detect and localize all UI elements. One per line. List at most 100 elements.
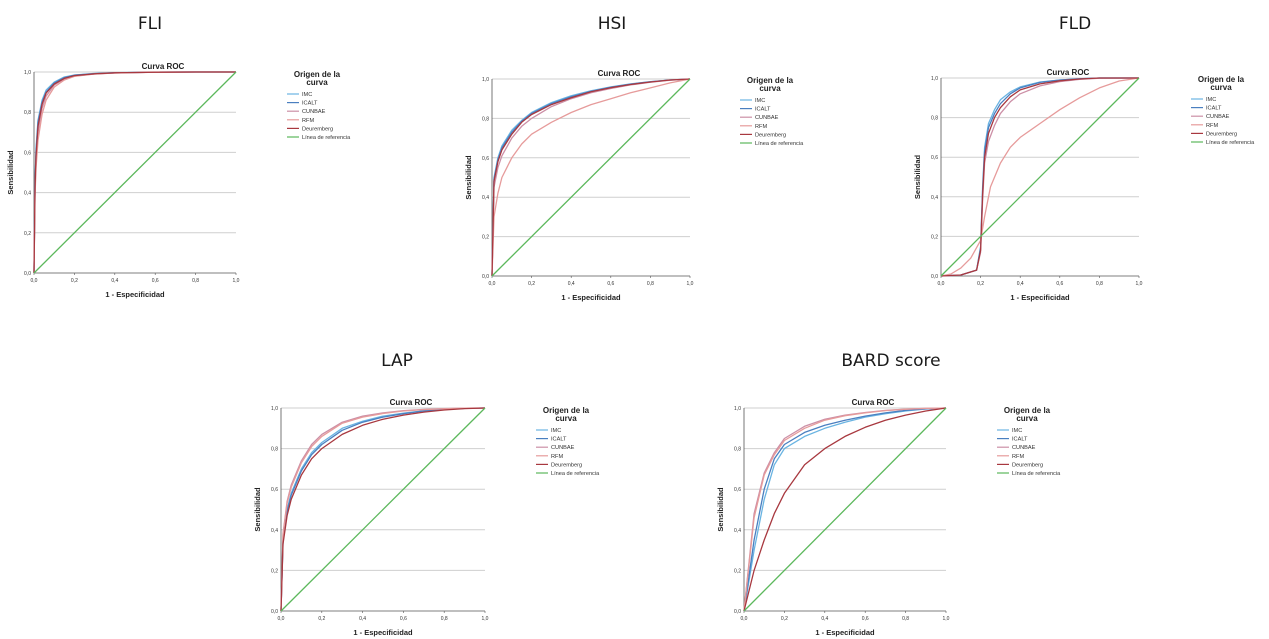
x-tick-label: 0,6 [400, 616, 407, 622]
series-line-l-nea-de-referencia [491, 78, 691, 277]
panel-title-fli: FLI [137, 14, 163, 34]
chart-title: Curva ROC [142, 62, 185, 71]
legend-entry: RFM [1206, 123, 1218, 129]
y-tick-label: 1,0 [734, 406, 741, 412]
y-axis-label: Sensibilidad [253, 487, 262, 532]
x-tick-label: 0,4 [821, 616, 828, 622]
y-tick-label: 0,4 [931, 195, 938, 201]
legend-entry: IMC [1206, 97, 1216, 103]
legend-entry: RFM [1012, 454, 1024, 460]
roc-panel-2: 0,0 0,2 0,4 0,6 0,8 1,0 0,0 0,2 0,4 0,6 0,8 1,0 Curv… [913, 68, 1255, 302]
series-line-deuremberg [940, 77, 1139, 277]
roc-panel-0: 0,0 0,2 0,4 0,6 0,8 1,0 0,0 0,2 0,4 0,6 0,8 1,0 Curv… [6, 62, 351, 299]
series-line-rfm [280, 407, 486, 612]
y-tick-label: 0,8 [482, 116, 489, 122]
roc-panel-4: 0,0 0,2 0,4 0,6 0,8 1,0 0,0 0,2 0,4 0,6 0,8 1,0 Curv… [716, 398, 1061, 637]
x-tick-label: 1,0 [482, 616, 489, 622]
x-tick-label: 0,0 [489, 281, 496, 287]
series-line-deuremberg [280, 407, 486, 612]
legend-entry: CUNBAE [302, 109, 326, 115]
legend-entry: CUNBAE [1206, 114, 1230, 120]
series-line-icalt [280, 407, 486, 612]
x-tick-label: 0,6 [152, 278, 159, 284]
y-tick-label: 0,2 [482, 235, 489, 241]
y-tick-label: 0,8 [931, 116, 938, 122]
series-line-deuremberg [491, 78, 691, 277]
legend-entry: Deuremberg [302, 126, 333, 132]
legend-entry: CUNBAE [551, 445, 575, 451]
legend-entry: Línea de referencia [755, 141, 804, 147]
y-tick-label: 0,6 [271, 487, 278, 493]
legend-title-line-1: Origen de la [294, 70, 341, 79]
x-tick-label: 0,0 [938, 281, 945, 287]
y-tick-label: 0,6 [482, 156, 489, 162]
x-tick-label: 0,4 [359, 616, 366, 622]
chart-title: Curva ROC [1047, 68, 1090, 77]
y-tick-label: 0,0 [931, 274, 938, 280]
x-tick-label: 1,0 [233, 278, 240, 284]
x-tick-label: 0,6 [607, 281, 614, 287]
y-tick-label: 1,0 [931, 76, 938, 82]
chart-title: Curva ROC [852, 398, 895, 407]
x-axis-label: 1 - Especificidad [815, 628, 875, 637]
x-tick-label: 0,0 [741, 616, 748, 622]
panel-title-hsi: HSI [597, 14, 627, 34]
chart-title: Curva ROC [390, 398, 433, 407]
y-tick-label: 0,0 [24, 271, 31, 277]
panel-title-fld: FLD [1058, 14, 1092, 34]
legend-entry: ICALT [1206, 106, 1222, 112]
y-tick-label: 1,0 [271, 406, 278, 412]
legend-title-line-1: Origen de la [1004, 406, 1051, 415]
x-axis-label: 1 - Especificidad [561, 293, 621, 302]
legend-entry: Deuremberg [755, 132, 786, 138]
series-line-l-nea-de-referencia [743, 407, 947, 612]
x-tick-label: 0,8 [647, 281, 654, 287]
x-tick-label: 0,6 [862, 616, 869, 622]
y-axis-label: Sensibilidad [6, 150, 15, 195]
x-tick-label: 0,2 [528, 281, 535, 287]
legend-title-line-2: curva [555, 414, 577, 423]
roc-panel-3: 0,0 0,2 0,4 0,6 0,8 1,0 0,0 0,2 0,4 0,6 0,8 1,0 Curv… [253, 398, 600, 637]
y-tick-label: 0,2 [271, 568, 278, 574]
legend-entry: IMC [1012, 428, 1022, 434]
y-tick-label: 0,4 [734, 528, 741, 534]
y-tick-label: 0,4 [482, 195, 489, 201]
x-tick-label: 0,8 [902, 616, 909, 622]
series-line-deuremberg [33, 71, 236, 274]
legend-title-line-2: curva [306, 78, 328, 87]
series-line-rfm [491, 78, 691, 277]
legend-entry: Deuremberg [1012, 462, 1043, 468]
legend-title-line-2: curva [1016, 414, 1038, 423]
legend-entry: CUNBAE [755, 115, 779, 121]
legend-title-line-1: Origen de la [1198, 75, 1245, 84]
y-tick-label: 0,0 [734, 609, 741, 615]
x-axis-label: 1 - Especificidad [105, 290, 165, 299]
y-tick-label: 0,8 [24, 110, 31, 116]
x-tick-label: 1,0 [943, 616, 950, 622]
chart-title: Curva ROC [598, 69, 641, 78]
x-tick-label: 1,0 [1136, 281, 1143, 287]
legend-entry: ICALT [755, 107, 771, 113]
y-tick-label: 0,4 [271, 528, 278, 534]
x-tick-label: 0,2 [781, 616, 788, 622]
x-tick-label: 0,0 [278, 616, 285, 622]
legend-entry: ICALT [551, 437, 567, 443]
y-tick-label: 1,0 [482, 77, 489, 83]
legend-entry: Deuremberg [551, 462, 582, 468]
x-tick-label: 0,4 [1017, 281, 1024, 287]
series-line-rfm [743, 407, 947, 612]
legend-entry: RFM [551, 454, 563, 460]
legend-entry: Línea de referencia [551, 471, 600, 477]
series-line-l-nea-de-referencia [940, 77, 1140, 277]
x-tick-label: 0,4 [568, 281, 575, 287]
y-tick-label: 0,6 [24, 150, 31, 156]
x-axis-label: 1 - Especificidad [1010, 293, 1070, 302]
legend-entry: RFM [755, 124, 767, 130]
x-tick-label: 0,6 [1056, 281, 1063, 287]
series-line-l-nea-de-referencia [33, 71, 237, 274]
legend-entry: IMC [551, 428, 561, 434]
legend-entry: Línea de referencia [1206, 140, 1255, 146]
y-axis-label: Sensibilidad [464, 155, 473, 200]
series-line-rfm [940, 77, 1140, 277]
